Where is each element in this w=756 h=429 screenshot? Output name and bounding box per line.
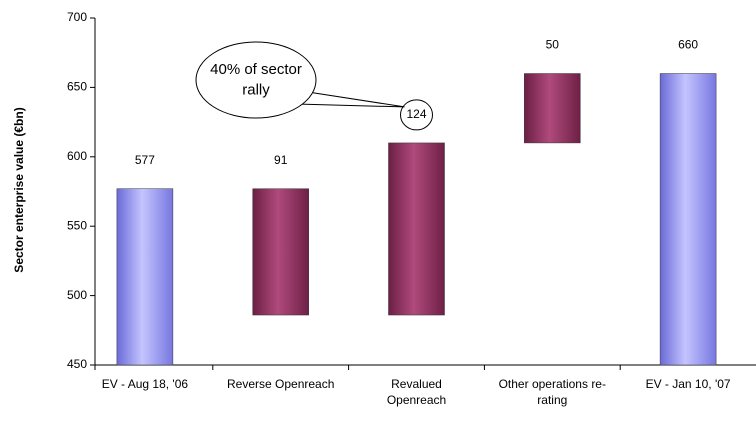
value-label: 124	[406, 107, 426, 121]
x-tick-label: EV - Jan 10, '07	[646, 377, 731, 391]
x-tick-label: Other operations re-rating	[499, 377, 606, 407]
y-tick-label: 600	[67, 149, 87, 163]
bar	[388, 142, 445, 316]
bar	[116, 188, 174, 366]
value-label: 91	[274, 153, 288, 167]
callout-tail	[295, 91, 405, 108]
callout	[195, 41, 317, 119]
y-tick-label: 650	[67, 80, 87, 94]
x-tick-label: Revalued Openreach	[387, 377, 446, 407]
bar	[659, 73, 717, 366]
y-tick-label: 450	[67, 357, 87, 371]
value-label: 660	[678, 38, 698, 52]
bar	[252, 188, 309, 316]
x-tick-label: EV - Aug 18, '06	[102, 377, 189, 391]
y-axis-title: Sector enterprise value (€bn)	[12, 107, 26, 272]
value-label: 577	[135, 153, 155, 167]
x-tick-label: Reverse Openreach	[227, 377, 334, 391]
value-label: 50	[546, 38, 560, 52]
annotation: 40% of sector rally	[210, 61, 302, 98]
y-tick-label: 550	[67, 218, 87, 232]
y-tick-label: 700	[67, 10, 87, 24]
bar	[524, 73, 581, 144]
label-circle	[400, 99, 433, 131]
y-tick-label: 500	[67, 288, 87, 302]
